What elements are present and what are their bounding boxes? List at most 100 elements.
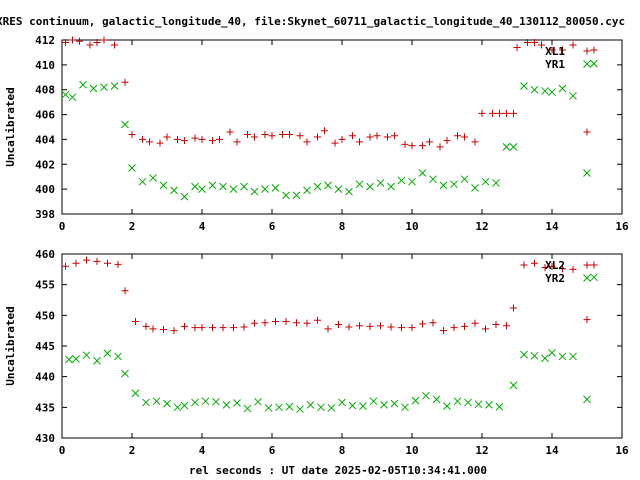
data-point xyxy=(86,41,94,49)
data-point xyxy=(377,322,384,330)
data-point xyxy=(583,128,591,136)
data-point xyxy=(583,169,591,177)
data-point xyxy=(384,133,391,141)
data-point xyxy=(397,176,406,185)
data-point xyxy=(530,85,539,94)
y-tick-label: 460 xyxy=(35,248,55,261)
data-point xyxy=(149,174,157,182)
data-point xyxy=(191,182,199,191)
data-point xyxy=(62,262,69,270)
data-point xyxy=(558,84,567,93)
data-point xyxy=(69,36,76,44)
data-point xyxy=(559,265,566,273)
data-point xyxy=(380,401,388,409)
x-tick-label: 16 xyxy=(615,220,629,233)
data-point xyxy=(450,324,458,332)
data-point xyxy=(93,38,101,46)
data-point xyxy=(530,351,539,360)
data-point xyxy=(569,92,577,100)
y-tick-label: 445 xyxy=(35,340,55,353)
data-point xyxy=(303,186,311,195)
data-point xyxy=(373,132,381,140)
data-point xyxy=(387,323,395,331)
data-point xyxy=(454,132,461,140)
data-point xyxy=(453,397,462,406)
data-point xyxy=(436,143,444,151)
data-point xyxy=(461,322,468,330)
data-point xyxy=(548,348,556,357)
data-point xyxy=(520,82,528,90)
data-point xyxy=(485,401,493,409)
data-point xyxy=(209,324,216,332)
data-point xyxy=(411,396,420,405)
data-point xyxy=(509,381,518,390)
x-axis-label: rel seconds : UT date 2025-02-05T10:34:4… xyxy=(189,464,487,477)
data-point xyxy=(426,138,433,146)
plot-frame xyxy=(61,253,623,439)
data-point xyxy=(250,187,259,196)
data-point xyxy=(492,179,500,187)
data-point xyxy=(503,109,510,117)
data-point xyxy=(254,397,262,406)
data-point xyxy=(271,184,280,192)
data-point xyxy=(509,143,518,151)
data-point xyxy=(198,185,206,193)
data-point xyxy=(114,260,122,268)
data-point xyxy=(191,134,199,142)
legend-label: XL1 xyxy=(545,45,565,58)
data-point xyxy=(590,261,598,269)
x-tick-label: 0 xyxy=(59,220,66,233)
data-point xyxy=(180,192,189,201)
data-point xyxy=(531,38,538,46)
x-tick-label: 8 xyxy=(339,220,346,233)
data-point xyxy=(303,138,311,146)
y-axis-label: Uncalibrated xyxy=(4,306,17,385)
legend-marker xyxy=(583,274,591,282)
data-point xyxy=(439,181,448,190)
data-point xyxy=(152,397,161,406)
data-point xyxy=(282,317,290,325)
data-point xyxy=(432,395,441,404)
x-tick-label: 6 xyxy=(269,220,276,233)
data-point xyxy=(401,403,409,412)
data-point xyxy=(226,128,234,136)
data-point xyxy=(531,259,538,267)
data-point xyxy=(222,401,231,409)
y-tick-label: 402 xyxy=(35,158,55,171)
data-point xyxy=(219,182,227,191)
data-point xyxy=(219,324,227,332)
data-point xyxy=(583,395,591,404)
data-point xyxy=(293,319,300,327)
data-point xyxy=(180,401,189,410)
data-point xyxy=(233,138,241,146)
data-point xyxy=(79,80,87,89)
x-tick-label: 14 xyxy=(545,444,559,457)
data-point xyxy=(61,90,70,99)
data-point xyxy=(111,41,118,49)
data-point xyxy=(229,185,238,193)
y-tick-label: 412 xyxy=(35,34,55,47)
data-point xyxy=(356,322,363,330)
data-point xyxy=(72,355,80,363)
data-point xyxy=(503,322,510,330)
data-point xyxy=(461,133,468,141)
data-point xyxy=(72,259,80,267)
y-tick-label: 435 xyxy=(35,401,55,414)
data-point xyxy=(230,324,237,332)
data-point xyxy=(408,324,416,332)
data-point xyxy=(65,355,73,364)
x-tick-label: 4 xyxy=(199,444,206,457)
data-point xyxy=(408,177,416,186)
data-point xyxy=(429,319,437,327)
data-point xyxy=(243,404,252,413)
y-tick-label: 408 xyxy=(35,84,55,97)
data-point xyxy=(541,87,549,95)
data-point xyxy=(198,324,206,332)
data-point xyxy=(460,175,469,184)
data-point xyxy=(348,401,357,410)
data-point xyxy=(251,319,258,327)
x-tick-label: 8 xyxy=(339,444,346,457)
data-point xyxy=(114,352,122,361)
data-point xyxy=(181,137,188,145)
